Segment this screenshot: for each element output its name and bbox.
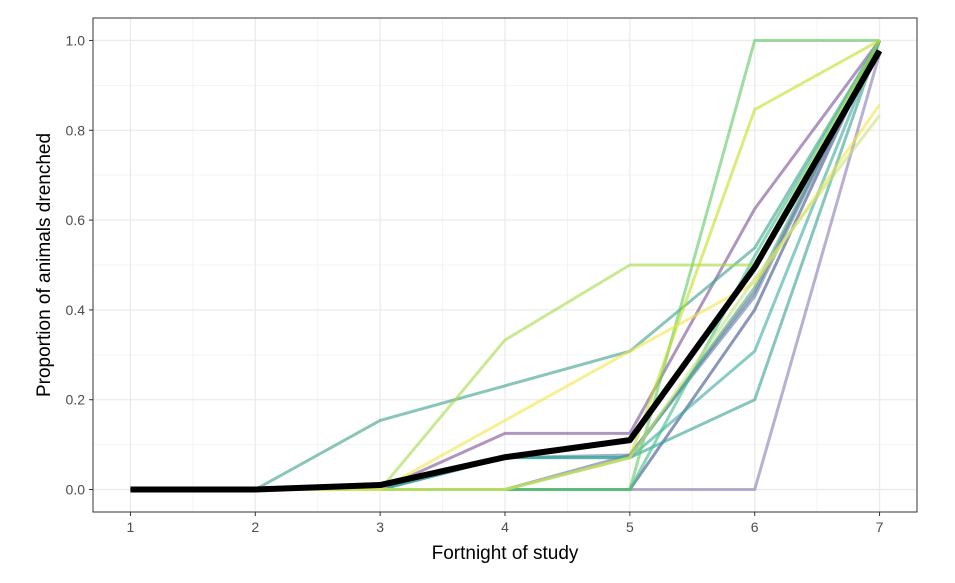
y-axis-title: Proportion of animals drenched bbox=[34, 133, 55, 397]
y-tick-label: 0.4 bbox=[66, 302, 86, 318]
gridlines bbox=[93, 18, 917, 512]
y-tick-label: 0.0 bbox=[66, 482, 86, 498]
x-tick-label: 6 bbox=[751, 519, 759, 535]
y-tick-label: 1.0 bbox=[66, 32, 86, 48]
series-lines bbox=[130, 38, 883, 493]
x-tick-label: 3 bbox=[376, 519, 384, 535]
mean-series-line bbox=[130, 49, 883, 493]
x-tick-label: 2 bbox=[251, 519, 259, 535]
x-tick-label: 1 bbox=[127, 519, 135, 535]
x-tick-label: 7 bbox=[876, 519, 884, 535]
x-axis-title: Fortnight of study bbox=[432, 543, 579, 564]
y-tick-label: 0.6 bbox=[66, 212, 86, 228]
x-tick-label: 5 bbox=[626, 519, 634, 535]
x-axis-ticks: 1 2 3 4 5 6 7 bbox=[127, 512, 884, 535]
y-axis-ticks: 0.0 0.2 0.4 0.6 0.8 1.0 bbox=[66, 32, 93, 498]
x-tick-label: 4 bbox=[501, 519, 509, 535]
y-tick-label: 0.8 bbox=[66, 122, 86, 138]
y-tick-label: 0.2 bbox=[66, 392, 86, 408]
